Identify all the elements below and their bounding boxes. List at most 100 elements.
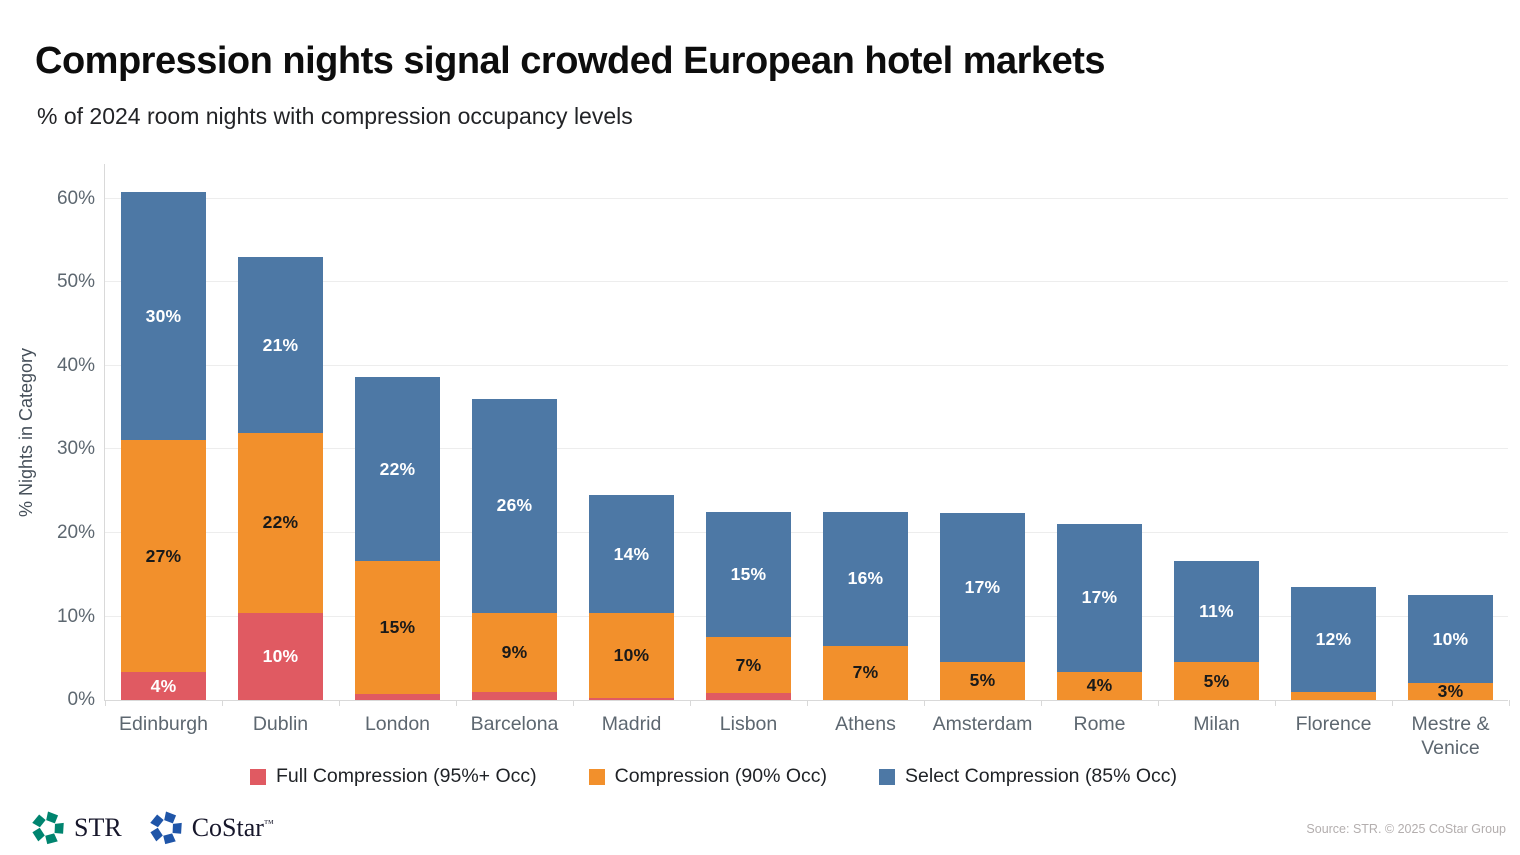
footer-logos: STR CoStar™ (30, 810, 274, 846)
y-tick-label: 40% (56, 354, 95, 376)
category-axis-tick (1275, 700, 1276, 706)
chart-subtitle: % of 2024 room nights with compression o… (37, 103, 633, 129)
costar-logo-text: CoStar™ (191, 813, 274, 842)
bar-segment: 27% (121, 440, 206, 673)
bar-segment-label: 12% (1315, 628, 1352, 649)
bar-segment-label: 15% (730, 564, 767, 585)
bar-segment-label: 4% (1086, 675, 1113, 696)
bar-segment-label: 22% (379, 458, 416, 479)
bar-segment-label: 17% (964, 576, 1001, 597)
legend: Full Compression (95%+ Occ) Compression (… (250, 765, 1177, 788)
legend-item: Compression (90% Occ) (588, 765, 828, 788)
legend-label: Compression (90% Occ) (614, 765, 828, 787)
y-tick-label: 10% (56, 605, 95, 627)
bar-segment: 10% (1408, 594, 1493, 684)
y-tick-label: 50% (56, 271, 95, 293)
bar-segment: 7% (706, 637, 791, 694)
bar-segment-label: 14% (613, 543, 650, 564)
bar-segment (1291, 691, 1376, 700)
category-axis-tick (456, 700, 457, 706)
gridline (105, 448, 1508, 450)
bar-segment: 22% (238, 432, 323, 614)
bar-segment: 7% (823, 645, 908, 700)
category-axis-tick (1041, 700, 1042, 706)
bar-segment-label: 7% (852, 662, 879, 683)
bar-segment: 3% (1408, 681, 1493, 701)
category-axis-tick (105, 700, 106, 706)
x-axis-label: Amsterdam (932, 713, 1033, 735)
y-tick-label: 30% (56, 438, 95, 460)
x-axis-label: Edinburgh (119, 713, 208, 735)
x-axis-label: Dublin (252, 713, 309, 735)
bar-segment (355, 694, 440, 700)
bar-segment: 4% (121, 672, 206, 700)
gridline (105, 615, 1508, 617)
bar-segment-label: 30% (145, 305, 182, 326)
bar-segment-label: 5% (1203, 670, 1230, 691)
y-axis-title-text: % Nights in Category (16, 347, 37, 518)
legend-label: Full Compression (95%+ Occ) (276, 765, 537, 787)
category-axis-tick (807, 700, 808, 706)
category-axis-tick (1158, 700, 1159, 706)
bar-segment-label: 5% (969, 670, 996, 691)
bar-segment: 21% (238, 257, 323, 433)
str-logo-text: STR (74, 813, 122, 842)
gridline (105, 364, 1508, 366)
gridline (105, 531, 1508, 533)
bar-segment-label: 11% (1199, 600, 1234, 621)
category-axis-tick (573, 700, 574, 706)
bar-segment (589, 697, 674, 700)
bar-segment: 16% (823, 512, 908, 646)
bar-segment (706, 693, 791, 700)
bar-segment-label: 10% (613, 644, 650, 665)
category-axis-tick (339, 700, 340, 706)
category-axis-tick (1509, 700, 1510, 706)
x-axis-label: Madrid (601, 713, 662, 735)
x-axis-label: London (364, 713, 431, 735)
y-tick-label: 20% (56, 521, 95, 543)
bar-segment: 15% (706, 512, 791, 638)
gridline (105, 281, 1508, 283)
bar-segment: 22% (355, 376, 440, 562)
bar-segment: 11% (1174, 560, 1259, 663)
bar-segment: 9% (472, 613, 557, 693)
category-axis-tick (222, 700, 223, 706)
bar-segment: 15% (355, 561, 440, 695)
bar-segment-label: 27% (145, 545, 182, 566)
bar-segment-label: 10% (1432, 628, 1469, 649)
bar-segment: 10% (589, 613, 674, 698)
bar-segment-label: 10% (262, 646, 299, 667)
legend-swatch-icon (879, 768, 896, 785)
bar-segment: 30% (121, 192, 206, 441)
x-axis-label: Mestre & Venice (1411, 713, 1490, 759)
bar-segment-label: 4% (150, 675, 177, 696)
category-axis-tick (1392, 700, 1393, 706)
bar-segment: 5% (1174, 662, 1259, 700)
x-axis-label: Athens (835, 713, 896, 735)
plot-area: 0% 10% 20% 30% 40% 50% 60% 4% 27% 30% Edinburgh 10%… (57, 164, 1510, 759)
bar-segment-label: 22% (262, 512, 299, 533)
bar-segment: 14% (589, 495, 674, 614)
bar-segment: 4% (1057, 671, 1142, 700)
legend-item: Select Compression (85% Occ) (879, 765, 1177, 788)
bar-segment-label: 7% (735, 654, 762, 675)
x-axis-label: Lisbon (719, 713, 778, 735)
x-axis-label: Rome (1073, 713, 1126, 735)
category-axis-tick (924, 700, 925, 706)
y-tick-label: 0% (67, 689, 95, 710)
source-attribution: Source: STR. © 2025 CoStar Group (1306, 822, 1506, 836)
legend-swatch-icon (250, 768, 266, 785)
legend-swatch-icon (588, 768, 605, 785)
category-axis-tick (690, 700, 691, 706)
str-logo: STR (30, 810, 122, 846)
bar-segment-label: 16% (847, 568, 884, 589)
gridline (105, 197, 1508, 199)
bar-segment (472, 692, 557, 700)
x-axis-label: Milan (1193, 713, 1240, 735)
bar-segment-label: 26% (496, 495, 533, 516)
bar-segment: 17% (1057, 523, 1142, 672)
legend-label: Select Compression (85% Occ) (905, 765, 1178, 787)
bar-segment: 5% (940, 661, 1025, 700)
costar-logo: CoStar™ (148, 810, 274, 846)
bar-segment: 26% (472, 398, 557, 614)
